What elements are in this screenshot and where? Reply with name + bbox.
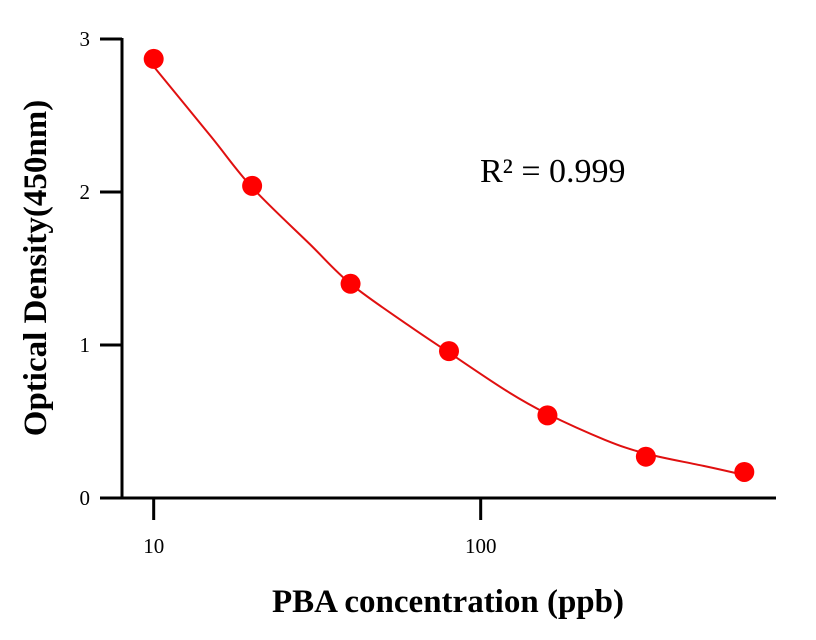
data-point (242, 175, 263, 196)
y-axis-ticks: 0 1 2 3 (80, 27, 122, 510)
data-point (439, 341, 459, 362)
data-point (635, 446, 656, 467)
data-point (340, 273, 361, 294)
x-tick-label: 100 (465, 534, 497, 558)
x-tick-label: 10 (143, 534, 164, 558)
data-point (143, 48, 164, 69)
fit-curve (152, 65, 745, 477)
y-tick-label: 0 (80, 486, 91, 510)
y-axis-title: Optical Density(450nm) (18, 100, 54, 436)
y-tick-label: 2 (80, 180, 91, 204)
axes: 0 1 2 3 10 100 (80, 27, 776, 558)
x-axis-title: PBA concentration (ppb) (272, 584, 624, 620)
data-point (734, 461, 755, 482)
data-point (537, 405, 558, 426)
x-axis-ticks: 10 100 (143, 498, 496, 558)
y-tick-label: 1 (80, 333, 91, 357)
y-tick-label: 3 (80, 27, 91, 51)
r-squared-annotation: R² = 0.999 (480, 153, 626, 190)
data-points (143, 48, 755, 482)
plot-area (143, 48, 755, 482)
